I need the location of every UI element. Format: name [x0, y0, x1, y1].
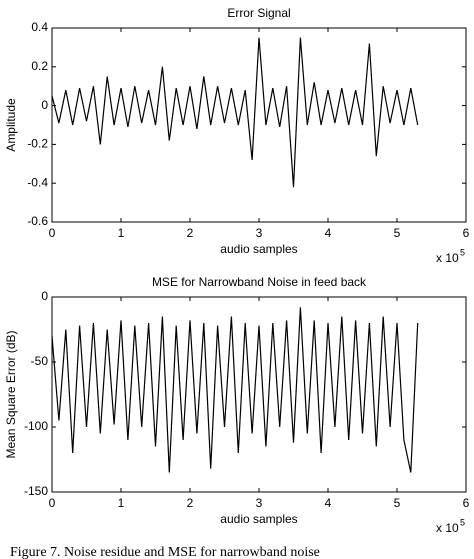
x-tick-label: 3 [256, 226, 263, 240]
caption: Figure 7. Noise residue and MSE for narr… [10, 545, 320, 559]
x-tick-label: 0 [49, 496, 56, 510]
x-exponent: 5 [460, 517, 465, 527]
x-exponent: 5 [460, 247, 465, 257]
x-axis-label: audio samples [220, 512, 297, 526]
y-axis-label: Amplitude [4, 98, 18, 152]
y-axis-label: Mean Square Error (dB) [4, 330, 18, 458]
x-multiplier: x 10 [436, 251, 459, 265]
chart-title: Error Signal [227, 6, 290, 20]
x-tick-label: 6 [463, 226, 470, 240]
x-tick-label: 1 [118, 226, 125, 240]
x-tick-label: 5 [394, 496, 401, 510]
y-tick-label: 0.4 [31, 20, 48, 34]
y-tick-label: -150 [24, 484, 48, 498]
y-tick-label: -0.4 [27, 175, 48, 189]
y-tick-label: -50 [31, 354, 49, 368]
x-tick-label: 0 [49, 226, 56, 240]
x-tick-label: 4 [325, 496, 332, 510]
x-multiplier: x 10 [436, 521, 459, 535]
chart-title: MSE for Narrowband Noise in feed back [152, 275, 367, 289]
signal-line [51, 37, 419, 188]
x-tick-label: 2 [187, 496, 194, 510]
y-tick-label: 0 [41, 289, 48, 303]
x-tick-label: 5 [394, 226, 401, 240]
y-tick-label: -0.6 [27, 214, 48, 228]
x-tick-label: 3 [256, 496, 263, 510]
x-tick-label: 2 [187, 226, 194, 240]
y-tick-label: -100 [24, 419, 48, 433]
y-tick-label: 0 [41, 98, 48, 112]
y-tick-label: 0.2 [31, 59, 48, 73]
signal-line [51, 307, 419, 473]
x-tick-label: 1 [118, 496, 125, 510]
x-tick-label: 4 [325, 226, 332, 240]
y-tick-label: -0.2 [27, 137, 48, 151]
x-tick-label: 6 [463, 496, 470, 510]
x-axis-label: audio samples [220, 242, 297, 256]
plot-area [51, 27, 467, 223]
